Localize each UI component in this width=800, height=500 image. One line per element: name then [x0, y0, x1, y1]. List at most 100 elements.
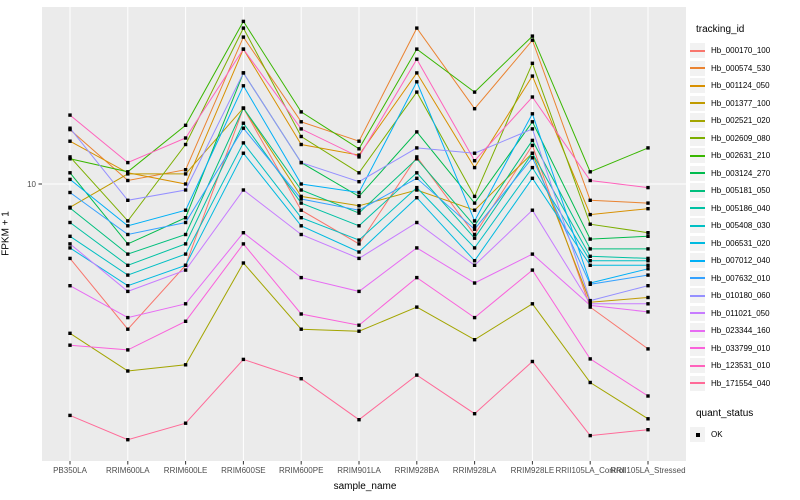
data-point — [68, 234, 72, 238]
data-point — [646, 428, 650, 432]
legend-line-icon — [690, 242, 705, 245]
data-point — [126, 242, 130, 246]
data-point — [126, 198, 130, 202]
legend-item-Hb_000170_100: Hb_000170_100 — [690, 42, 800, 60]
legend-item-Hb_006531_020: Hb_006531_020 — [690, 235, 800, 253]
data-point — [415, 57, 419, 61]
data-point — [646, 263, 650, 267]
data-point — [299, 327, 303, 331]
data-point — [126, 172, 130, 176]
data-point — [588, 212, 592, 217]
data-point — [588, 170, 592, 174]
data-point — [357, 323, 361, 327]
data-point — [646, 234, 650, 238]
legend-line-icon — [690, 49, 705, 52]
legend-key-swatch — [690, 130, 705, 146]
data-point — [68, 220, 72, 225]
legend-key-swatch — [690, 165, 705, 181]
legend-key-swatch — [690, 253, 705, 269]
legend-key-swatch — [690, 200, 705, 216]
data-point — [241, 141, 246, 145]
legend-item-Hb_011021_050: Hb_011021_050 — [690, 305, 800, 323]
legend-key-swatch — [690, 323, 705, 339]
data-point — [241, 71, 246, 75]
data-point — [588, 357, 592, 361]
data-point — [530, 176, 535, 180]
data-point — [357, 139, 361, 143]
quant-status-legend-items: OK — [690, 426, 800, 444]
data-point — [472, 246, 477, 250]
legend-item-label: Hb_001377_100 — [711, 98, 771, 108]
data-point — [183, 123, 188, 127]
data-point — [126, 170, 130, 174]
data-point — [126, 327, 130, 331]
data-point — [588, 433, 592, 438]
data-point — [299, 127, 303, 131]
data-point — [415, 196, 419, 200]
data-point — [530, 302, 535, 306]
x-tick-label: RRIM600LE — [164, 466, 208, 475]
data-point — [357, 329, 361, 333]
data-point — [357, 194, 361, 199]
legend-item-label: Hb_033799_010 — [711, 343, 771, 353]
legend-item-label: Hb_023344_160 — [711, 326, 771, 336]
data-point — [472, 219, 477, 223]
data-point — [588, 303, 592, 308]
data-point — [357, 289, 361, 294]
data-point — [415, 220, 419, 225]
legend: tracking_id Hb_000170_100 Hb_000574_530 Hb… — [690, 24, 800, 444]
data-point — [183, 242, 188, 246]
legend-item-Hb_002631_210: Hb_002631_210 — [690, 147, 800, 165]
legend-item-label: Hb_123531_010 — [711, 361, 771, 371]
legend-key-swatch — [690, 43, 705, 59]
data-point — [299, 197, 303, 201]
data-point — [472, 224, 477, 228]
data-point — [183, 172, 188, 176]
data-point — [530, 74, 535, 78]
data-point — [415, 305, 419, 309]
data-point — [588, 178, 592, 183]
data-point — [415, 90, 419, 94]
data-point — [646, 347, 650, 351]
y-axis-title: FPKM + 1 — [0, 211, 12, 256]
data-point — [68, 155, 72, 159]
y-tick-label: 10 — [27, 180, 36, 189]
data-point — [183, 252, 188, 256]
data-point — [183, 188, 188, 192]
data-point — [646, 394, 650, 398]
data-point — [415, 130, 419, 134]
data-point — [68, 177, 72, 182]
data-point — [357, 147, 361, 151]
data-point — [126, 289, 130, 294]
legend-line-icon — [690, 312, 705, 315]
data-point — [530, 127, 535, 131]
data-point — [299, 160, 303, 165]
data-point — [646, 247, 650, 251]
data-point — [68, 157, 72, 161]
data-point — [183, 182, 188, 186]
legend-item-Hb_033799_010: Hb_033799_010 — [690, 340, 800, 358]
legend-item-label: Hb_007632_010 — [711, 273, 771, 283]
data-point — [68, 343, 72, 347]
data-point — [241, 261, 246, 265]
data-point — [472, 227, 477, 231]
data-point — [68, 171, 72, 175]
data-point — [183, 142, 188, 147]
data-point — [588, 198, 592, 202]
data-point — [183, 263, 188, 267]
legend-line-icon — [690, 207, 705, 210]
legend-item-Hb_000574_530: Hb_000574_530 — [690, 60, 800, 78]
data-point — [357, 208, 361, 212]
data-point — [357, 238, 361, 242]
data-point — [472, 338, 477, 342]
data-point — [588, 298, 592, 303]
data-point — [472, 412, 477, 416]
data-point — [299, 194, 303, 199]
x-tick-label: RRIM600PE — [279, 466, 323, 475]
data-point — [646, 231, 650, 235]
data-point — [241, 47, 246, 51]
data-point — [588, 222, 592, 226]
data-point — [415, 157, 419, 161]
data-point — [472, 90, 477, 94]
legend-item-label: Hb_002521_020 — [711, 116, 771, 126]
